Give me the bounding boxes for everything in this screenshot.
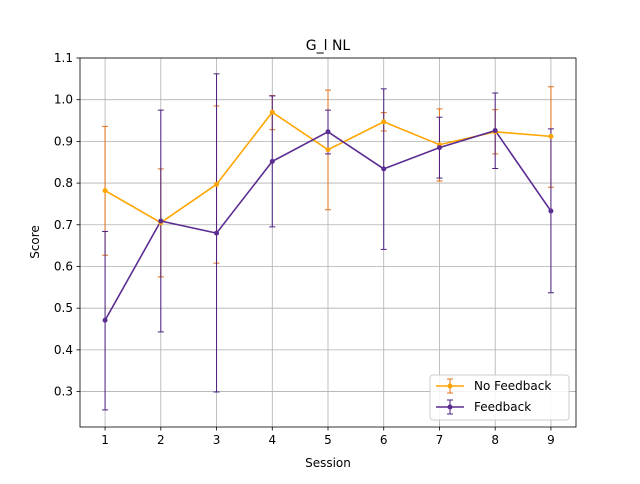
data-point-feedback <box>492 128 498 134</box>
y-tick-label: 1.0 <box>54 93 73 107</box>
y-tick-label: 0.4 <box>54 343 73 357</box>
data-point-feedback <box>325 129 331 135</box>
legend-marker-no-feedback <box>447 383 453 389</box>
legend: No Feedback Feedback <box>429 374 570 421</box>
x-tick-label: 1 <box>101 433 109 447</box>
legend-label-feedback: Feedback <box>474 400 531 414</box>
y-tick-label: 0.6 <box>54 259 73 273</box>
data-point-no-feedback <box>102 188 108 194</box>
y-tick-label: 0.3 <box>54 385 73 399</box>
y-tick-label: 1.1 <box>54 51 73 65</box>
data-point-feedback <box>158 218 164 224</box>
x-tick-label: 8 <box>491 433 499 447</box>
x-axis-label: Session <box>305 456 351 470</box>
data-point-feedback <box>269 158 275 164</box>
x-tick-label: 9 <box>547 433 555 447</box>
y-tick-label: 0.9 <box>54 134 73 148</box>
data-point-feedback <box>436 145 442 151</box>
data-point-no-feedback <box>325 147 331 153</box>
data-point-no-feedback <box>214 181 220 187</box>
data-point-feedback <box>214 230 220 236</box>
x-tick-label: 7 <box>436 433 444 447</box>
x-tick-label: 3 <box>213 433 221 447</box>
legend-box <box>429 374 570 421</box>
legend-marker-feedback <box>447 404 453 410</box>
data-point-no-feedback <box>381 119 387 125</box>
legend-entry-feedback <box>436 399 464 415</box>
legend-entry-no-feedback <box>436 378 464 394</box>
x-tick-label: 4 <box>268 433 276 447</box>
x-tick-label: 6 <box>380 433 388 447</box>
y-tick-label: 0.7 <box>54 218 73 232</box>
data-point-no-feedback <box>269 109 275 115</box>
data-point-feedback <box>548 208 554 214</box>
y-axis-label: Score <box>28 225 42 259</box>
x-tick-label: 5 <box>324 433 332 447</box>
chart-title: G_l NL <box>306 38 351 54</box>
data-point-feedback <box>381 166 387 172</box>
y-tick-label: 0.5 <box>54 301 73 315</box>
data-point-no-feedback <box>548 133 554 139</box>
y-tick-label: 0.8 <box>54 176 73 190</box>
legend-label-no-feedback: No Feedback <box>474 379 551 393</box>
series-markers <box>102 109 554 323</box>
x-tick-label: 2 <box>157 433 165 447</box>
axis-ticks: 1 2 3 4 5 6 7 8 9 0.3 0.4 0.5 0.6 0.7 0.8 0.9 1.0 1.1 <box>54 51 555 447</box>
data-point-feedback <box>102 317 108 323</box>
